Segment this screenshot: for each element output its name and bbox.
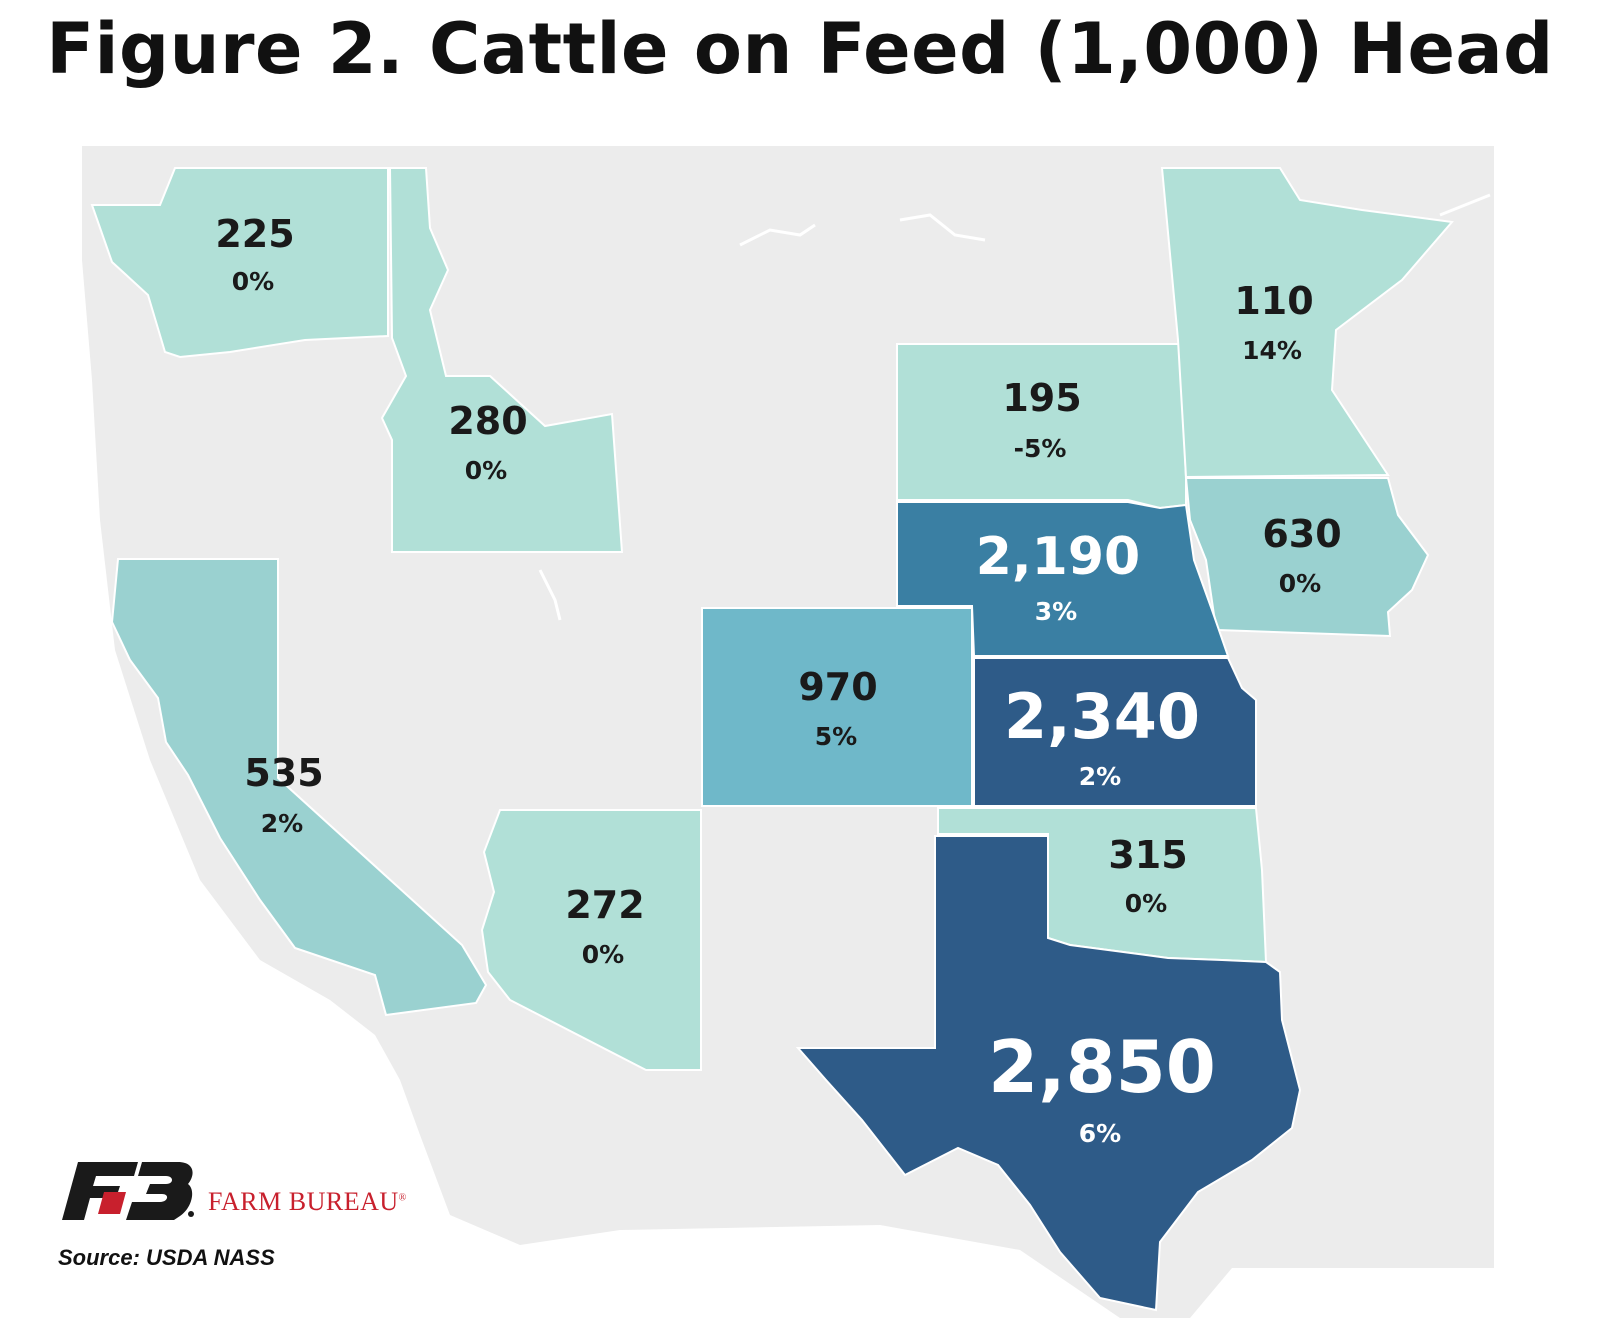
state-change-id: 0% (465, 456, 507, 485)
state-change-ks: 2% (1079, 762, 1121, 791)
state-id (380, 167, 624, 553)
state-value-sd: 195 (1002, 376, 1081, 420)
source-note: Source: USDA NASS (58, 1245, 275, 1270)
state-value-mn: 110 (1234, 279, 1313, 323)
farm-bureau-fb-logo-icon (62, 1162, 194, 1220)
state-az (480, 809, 702, 1071)
state-value-id: 280 (448, 399, 527, 443)
state-change-ne: 3% (1035, 597, 1077, 626)
state-value-ia: 630 (1262, 512, 1341, 556)
state-sd (896, 343, 1187, 510)
page-title: Figure 2. Cattle on Feed (1,000) Head (46, 8, 1554, 90)
basemap-detail (538, 193, 1491, 621)
state-change-ca: 2% (261, 809, 303, 838)
state-ia (1184, 477, 1430, 638)
farm-bureau-wordmark: FARM BUREAU® (208, 1187, 407, 1217)
state-change-az: 0% (582, 940, 624, 969)
state-value-ne: 2,190 (976, 527, 1140, 587)
state-labels: 225 0% 280 0% 535 2% 272 0% 970 5% 195 -… (215, 212, 1341, 1148)
state-ne (896, 501, 1230, 657)
state-change-co: 5% (815, 722, 857, 751)
state-value-wa: 225 (215, 212, 294, 256)
state-ca (110, 558, 488, 1017)
state-value-az: 272 (565, 883, 644, 927)
state-tx (795, 835, 1302, 1312)
state-co (701, 607, 973, 807)
state-ks (973, 657, 1257, 807)
state-value-ok: 315 (1108, 833, 1187, 877)
state-value-co: 970 (798, 665, 877, 709)
state-change-mn: 14% (1242, 336, 1302, 365)
state-wa (90, 167, 389, 359)
state-change-wa: 0% (232, 267, 274, 296)
state-change-ia: 0% (1279, 569, 1321, 598)
registered-mark: ® (398, 1192, 407, 1204)
farm-bureau-text: FARM BUREAU (208, 1187, 399, 1216)
state-mn (1160, 167, 1454, 479)
state-change-tx: 6% (1079, 1119, 1121, 1148)
state-value-ca: 535 (244, 751, 323, 795)
state-change-ok: 0% (1125, 889, 1167, 918)
state-value-tx: 2,850 (988, 1025, 1216, 1109)
state-change-sd: -5% (1014, 434, 1067, 463)
state-value-ks: 2,340 (1004, 680, 1200, 753)
